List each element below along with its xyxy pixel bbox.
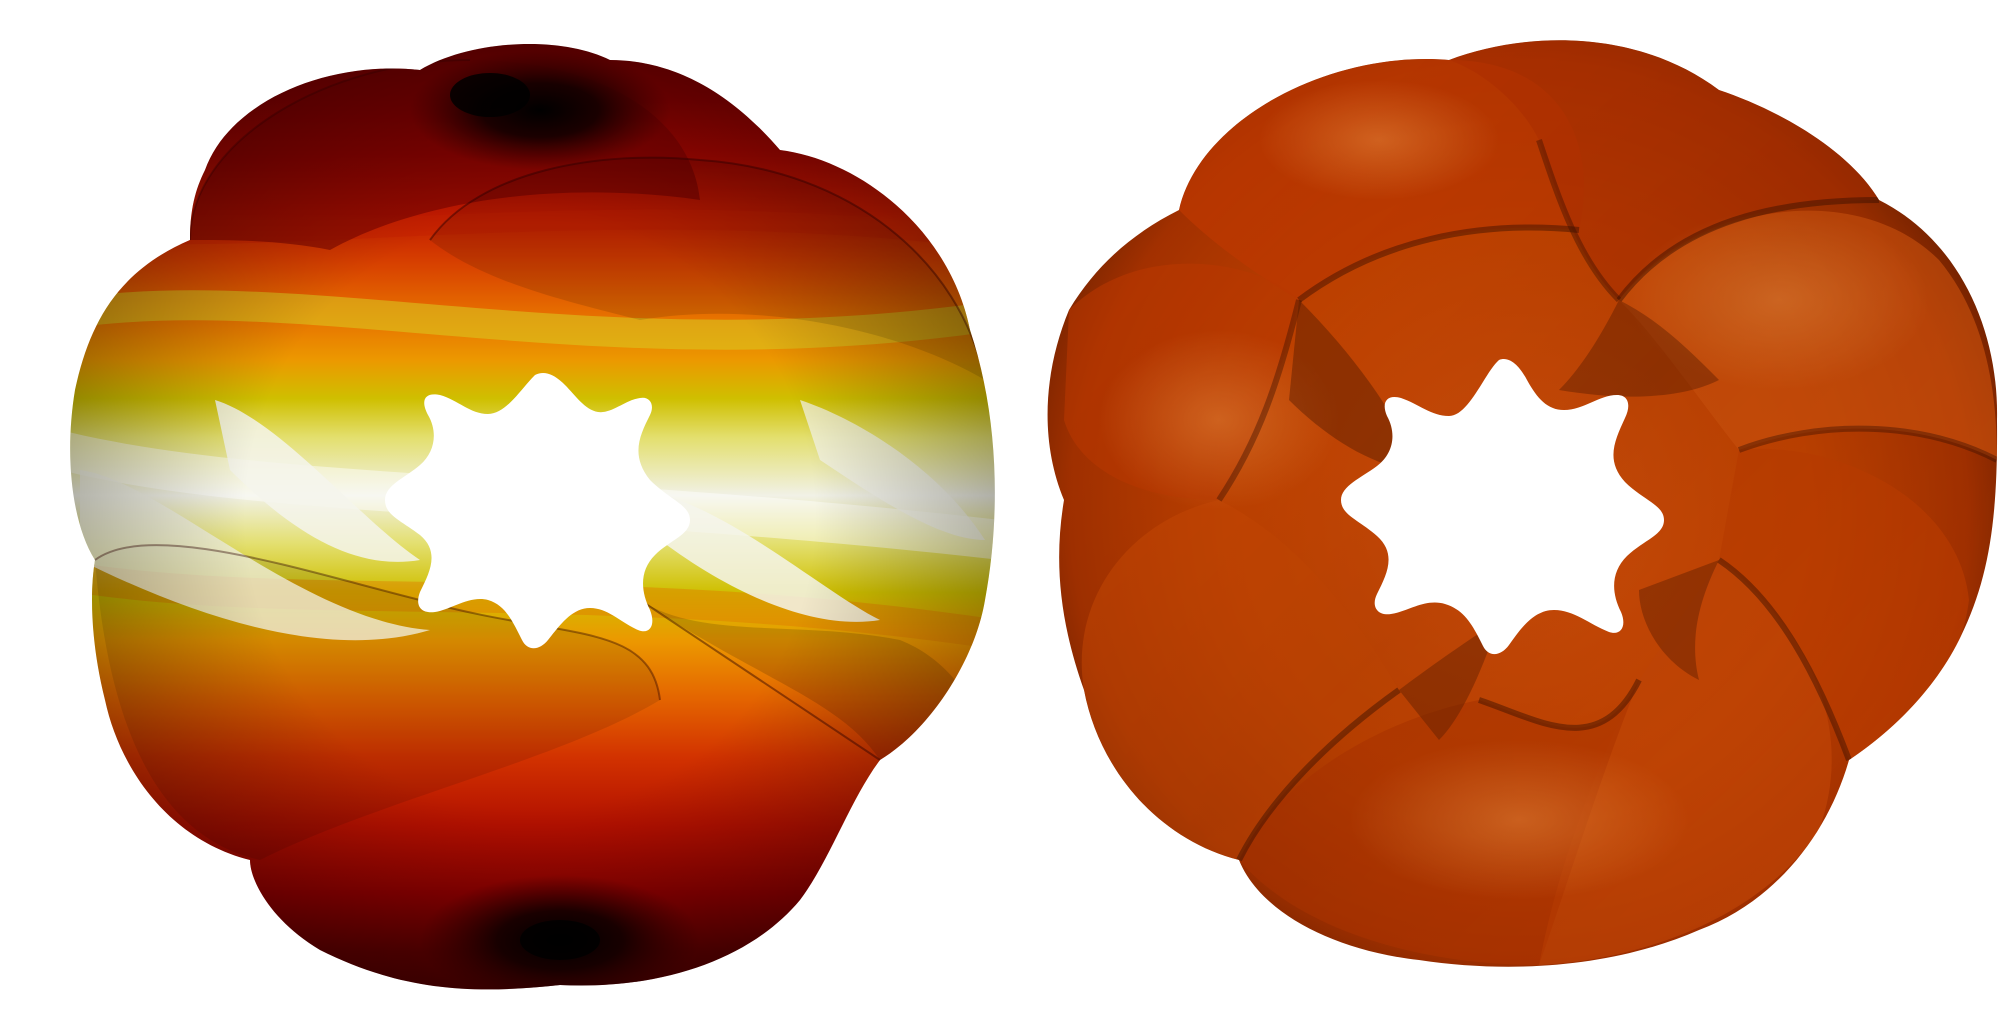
right-torus-render bbox=[999, 0, 1998, 1016]
left-torus-render bbox=[70, 43, 995, 990]
